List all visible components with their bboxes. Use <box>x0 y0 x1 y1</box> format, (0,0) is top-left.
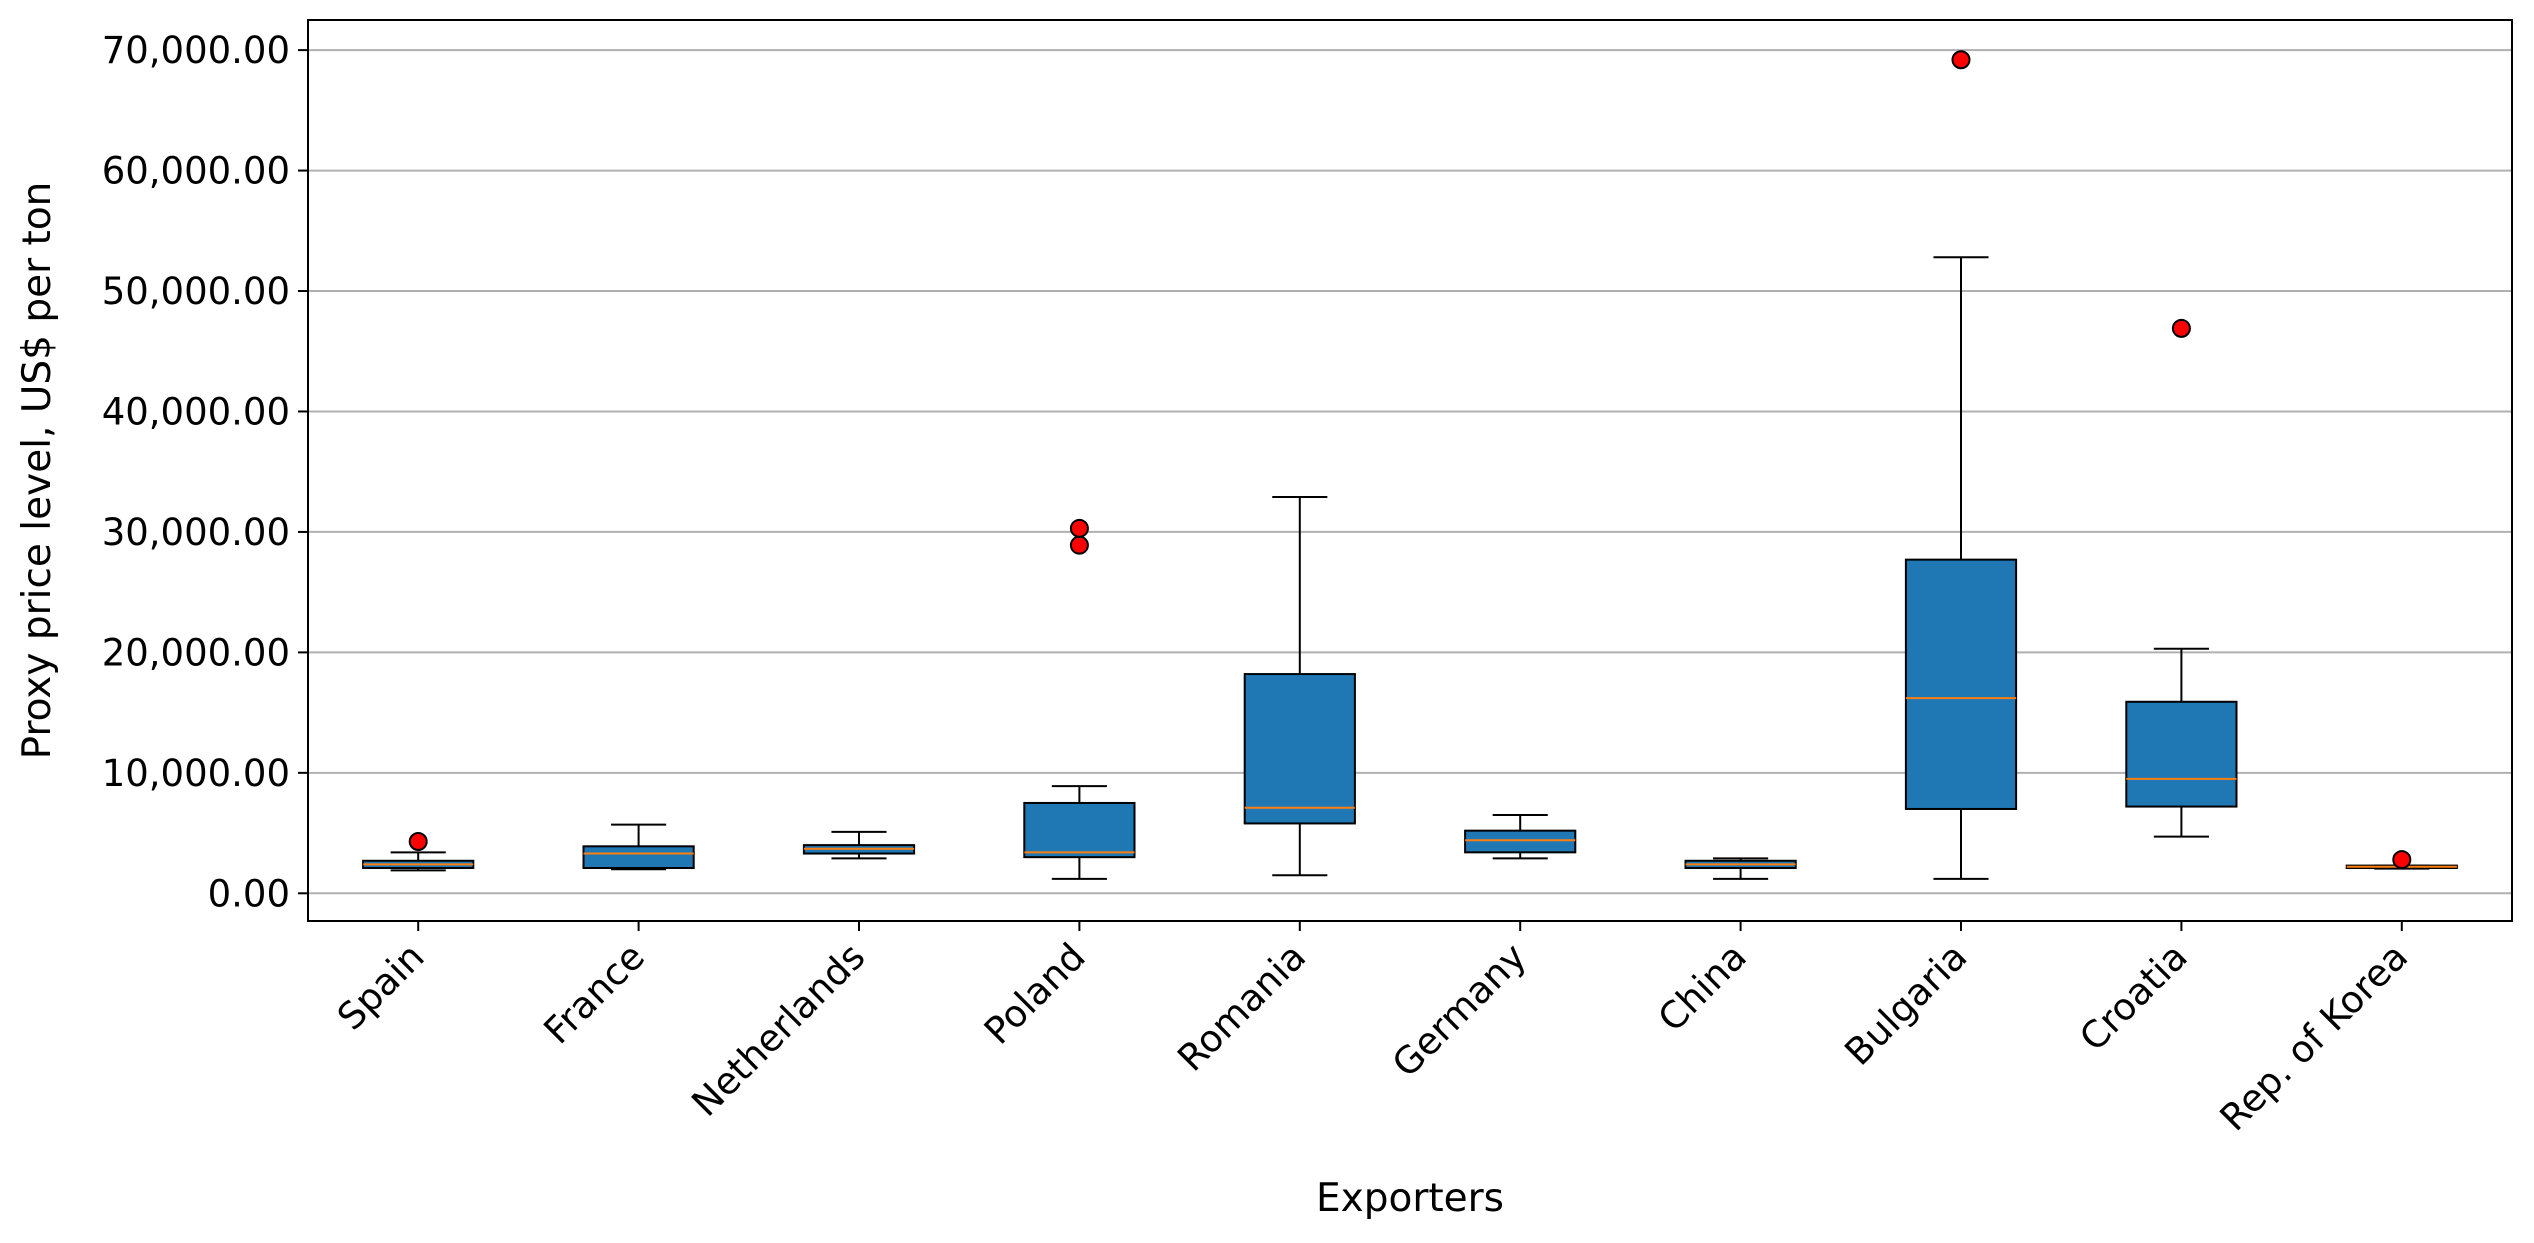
x-tick-label: Bulgaria <box>1836 935 1975 1074</box>
x-tick-label: Romania <box>1169 935 1314 1080</box>
y-tick-label: 10,000.00 <box>102 752 290 795</box>
x-tick-label: China <box>1650 935 1755 1040</box>
y-axis-ticks: 0.00 10,000.00 20,000.00 30,000.00 40,000.00… <box>102 29 308 915</box>
y-tick-label: 40,000.00 <box>102 390 290 433</box>
y-tick-label: 30,000.00 <box>102 511 290 554</box>
y-tick-label: 0.00 <box>208 872 290 915</box>
box-spain <box>362 832 475 872</box>
outlier-point <box>2171 318 2191 338</box>
iqr-box <box>1023 801 1136 859</box>
box-germany <box>1464 814 1577 860</box>
iqr-box <box>582 845 695 869</box>
box-bulgaria <box>1904 50 2018 880</box>
y-tick-label: 70,000.00 <box>102 29 290 72</box>
iqr-box <box>2125 700 2238 808</box>
y-axis-label: Proxy price level, US$ per ton <box>15 182 60 760</box>
x-tick-label: France <box>536 935 653 1052</box>
plot-area-frame <box>307 19 2513 922</box>
iqr-box <box>1464 829 1577 854</box>
outlier-point <box>2392 850 2412 870</box>
x-tick-label: Netherlands <box>683 935 873 1125</box>
box-series <box>362 50 2458 880</box>
iqr-box <box>1243 673 1356 825</box>
x-axis-label: Exporters <box>1316 1176 1504 1221</box>
box-france <box>582 823 695 871</box>
y-gridlines <box>308 49 2512 895</box>
iqr-box <box>1904 558 2018 810</box>
y-tick-label: 50,000.00 <box>102 270 290 313</box>
outlier-point <box>1069 535 1089 555</box>
x-tick-label: Germany <box>1384 935 1535 1086</box>
outlier-point <box>408 832 428 851</box>
outlier-point <box>1951 50 1971 70</box>
box-poland <box>1023 518 1136 880</box>
y-tick-label: 60,000.00 <box>102 150 290 193</box>
box-netherlands <box>802 830 916 860</box>
x-tick-label: Croatia <box>2071 935 2195 1059</box>
y-tick-label: 20,000.00 <box>102 631 290 674</box>
x-tick-label: Rep. of Korea <box>2212 935 2416 1139</box>
outlier-point <box>1069 518 1089 538</box>
x-tick-label: Spain <box>329 935 433 1039</box>
box-china <box>1684 857 1797 880</box>
x-tick-label: Poland <box>976 935 1094 1053</box>
x-axis-ticks: Spain France Netherlands Poland Romania Germa… <box>329 921 2416 1139</box>
box-croatia <box>2125 318 2238 838</box>
box-romania <box>1243 496 1356 877</box>
box-rep-of-korea <box>2345 850 2458 870</box>
